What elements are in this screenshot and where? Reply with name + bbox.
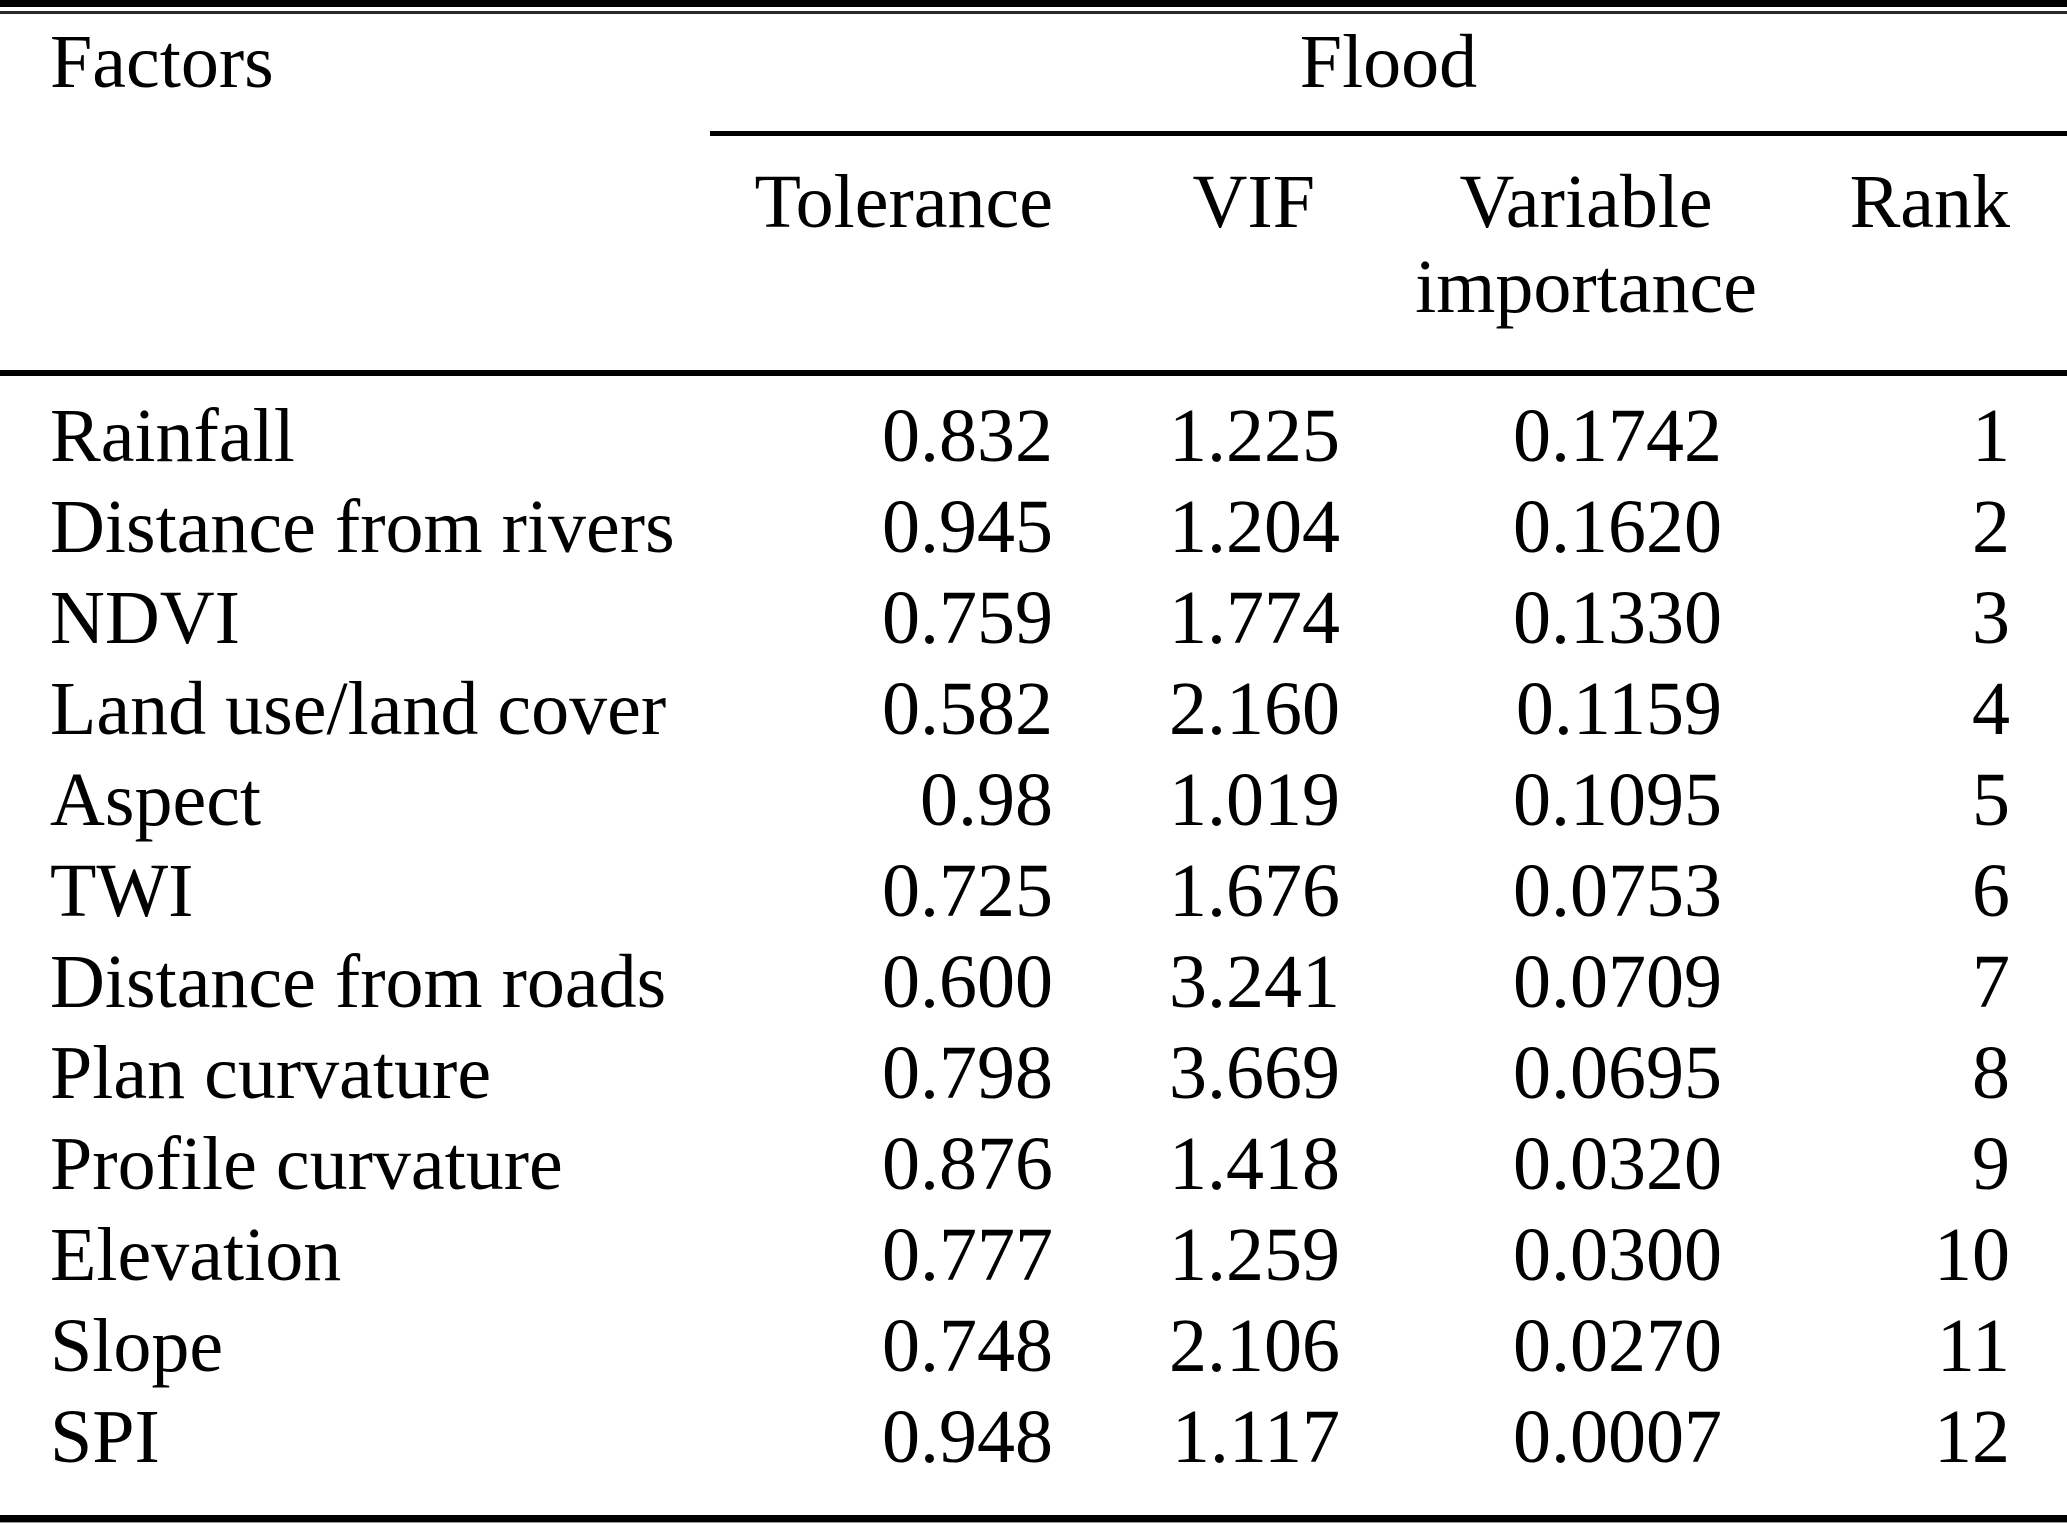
- tolerance-cell: 0.725: [882, 849, 1053, 933]
- tolerance-cell: 0.759: [882, 576, 1053, 660]
- factor-cell: SPI: [50, 1395, 160, 1479]
- variable-importance-cell: 0.0753: [1513, 849, 1722, 933]
- variable-importance-cell: 0.1330: [1513, 576, 1722, 660]
- rank-cell: 7: [1972, 940, 2010, 1024]
- factor-cell: Rainfall: [50, 394, 295, 478]
- factor-cell: Elevation: [50, 1213, 342, 1297]
- rank-cell: 1: [1972, 394, 2010, 478]
- factor-cell: Land use/land cover: [50, 667, 667, 751]
- table-row: Land use/land cover 0.582 2.160 0.1159 4: [0, 664, 2067, 755]
- subheader-row: Tolerance VIF Variable importance Rank: [710, 136, 2067, 330]
- tolerance-cell: 0.748: [882, 1304, 1053, 1388]
- vif-cell: 1.117: [1171, 1395, 1340, 1479]
- factor-cell: Profile curvature: [50, 1122, 563, 1206]
- rank-column-header: Rank: [1849, 160, 2010, 244]
- tolerance-column-header: Tolerance: [754, 160, 1053, 244]
- variable-importance-cell: 0.0300: [1513, 1213, 1722, 1297]
- tolerance-cell: 0.798: [882, 1031, 1053, 1115]
- table-row: Aspect 0.98 1.019 0.1095 5: [0, 755, 2067, 846]
- rank-cell: 6: [1972, 849, 2010, 933]
- factors-column-header: Factors: [50, 20, 274, 104]
- variable-importance-cell: 0.1095: [1513, 758, 1722, 842]
- table-row: Slope 0.748 2.106 0.0270 11: [0, 1301, 2067, 1392]
- rank-cell: 2: [1972, 485, 2010, 569]
- tolerance-cell: 0.582: [882, 667, 1053, 751]
- top-thick-rule: [0, 0, 2067, 7]
- variable-importance-cell: 0.0695: [1513, 1031, 1722, 1115]
- table-row: TWI 0.725 1.676 0.0753 6: [0, 846, 2067, 937]
- table-body: Rainfall 0.832 1.225 0.1742 1 Distance from r…: [0, 391, 2067, 1483]
- variable-importance-cell: 0.0320: [1513, 1122, 1722, 1206]
- variable-importance-header-line2: importance: [1415, 245, 1757, 329]
- table-row: SPI 0.948 1.117 0.0007 12: [0, 1392, 2067, 1483]
- factor-cell: NDVI: [50, 576, 240, 660]
- variable-importance-cell: 0.0709: [1513, 940, 1722, 1024]
- vif-cell: 1.418: [1169, 1122, 1340, 1206]
- table-row: Distance from roads 0.600 3.241 0.0709 7: [0, 937, 2067, 1028]
- vif-cell: 2.160: [1169, 667, 1340, 751]
- variable-importance-cell: 0.0270: [1513, 1304, 1722, 1388]
- table-header: Factors Flood Tolerance VIF Variable imp…: [0, 14, 2067, 330]
- table-row: Rainfall 0.832 1.225 0.1742 1: [0, 391, 2067, 482]
- variable-importance-cell: 0.1159: [1515, 667, 1722, 751]
- variable-importance-cell: 0.1620: [1513, 485, 1722, 569]
- vif-cell: 1.204: [1169, 485, 1340, 569]
- vif-cell: 1.774: [1169, 576, 1340, 660]
- tolerance-cell: 0.876: [882, 1122, 1053, 1206]
- bottom-edge-rule: [0, 1522, 2067, 1523]
- vif-column-header: VIF: [1192, 160, 1315, 244]
- factor-cell: Distance from rivers: [50, 485, 675, 569]
- tolerance-cell: 0.98: [920, 758, 1053, 842]
- table-row: Elevation 0.777 1.259 0.0300 10: [0, 1210, 2067, 1301]
- rank-cell: 12: [1934, 1395, 2010, 1479]
- rank-cell: 4: [1972, 667, 2010, 751]
- factor-cell: Slope: [50, 1304, 224, 1388]
- factor-cell: Plan curvature: [50, 1031, 492, 1115]
- factor-cell: Distance from roads: [50, 940, 667, 1024]
- tolerance-cell: 0.945: [882, 485, 1053, 569]
- vif-cell: 1.019: [1169, 758, 1340, 842]
- table-row: Plan curvature 0.798 3.669 0.0695 8: [0, 1028, 2067, 1119]
- table-row: Profile curvature 0.876 1.418 0.0320 9: [0, 1119, 2067, 1210]
- tolerance-cell: 0.600: [882, 940, 1053, 1024]
- factor-cell: TWI: [50, 849, 194, 933]
- variable-importance-cell: 0.0007: [1513, 1395, 1722, 1479]
- vif-cell: 2.106: [1169, 1304, 1340, 1388]
- header-body-divider-rule: [0, 370, 2067, 376]
- vif-cell: 1.259: [1169, 1213, 1340, 1297]
- vif-cell: 1.676: [1169, 849, 1340, 933]
- rank-cell: 11: [1936, 1304, 2010, 1388]
- rank-cell: 10: [1934, 1213, 2010, 1297]
- table-row: Distance from rivers 0.945 1.204 0.1620 2: [0, 482, 2067, 573]
- flood-group-header: Flood: [710, 14, 2067, 136]
- bottom-thick-rule: [0, 1515, 2067, 1522]
- variable-importance-cell: 0.1742: [1513, 394, 1722, 478]
- tolerance-cell: 0.777: [882, 1213, 1053, 1297]
- rank-cell: 8: [1972, 1031, 2010, 1115]
- rank-cell: 3: [1972, 576, 2010, 660]
- factor-cell: Aspect: [50, 758, 262, 842]
- vif-cell: 1.225: [1169, 394, 1340, 478]
- tolerance-cell: 0.948: [882, 1395, 1053, 1479]
- table-row: NDVI 0.759 1.774 0.1330 3: [0, 573, 2067, 664]
- variable-importance-column-header: Variable importance: [1415, 160, 1757, 330]
- variable-importance-header-line1: Variable: [1459, 160, 1713, 244]
- vif-cell: 3.669: [1169, 1031, 1340, 1115]
- rank-cell: 9: [1972, 1122, 2010, 1206]
- rank-cell: 5: [1972, 758, 2010, 842]
- tolerance-cell: 0.832: [882, 394, 1053, 478]
- flood-column-group: Flood Tolerance VIF Variable importance …: [710, 14, 2067, 330]
- vif-cell: 3.241: [1169, 940, 1340, 1024]
- top-thin-rule: [0, 11, 2067, 14]
